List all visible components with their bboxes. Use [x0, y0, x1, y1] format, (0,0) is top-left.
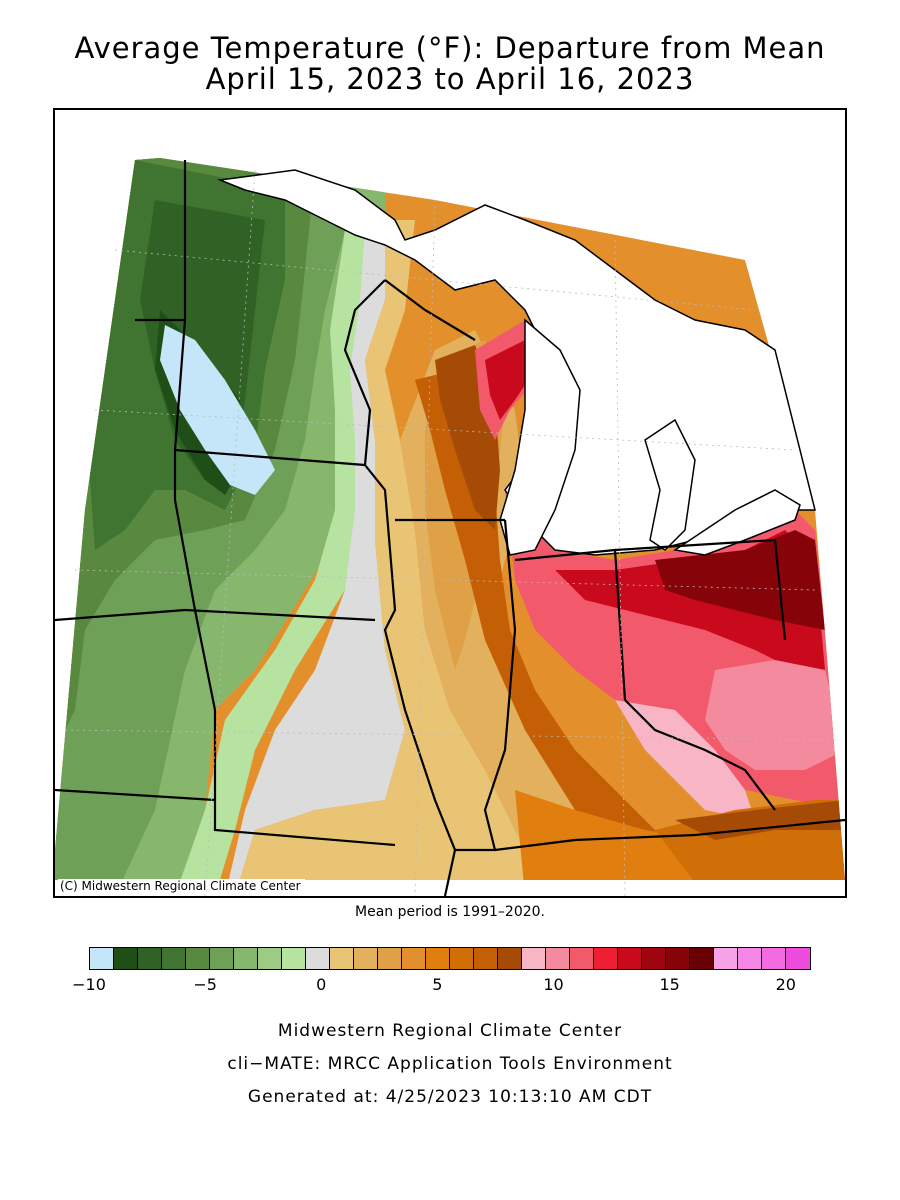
legend-swatch — [546, 948, 570, 969]
footer-organization: Midwestern Regional Climate Center — [277, 1021, 623, 1041]
shaded-departure-field — [55, 158, 845, 880]
temperature-departure-map — [55, 158, 845, 896]
legend-swatch — [354, 948, 378, 969]
legend-swatch — [522, 948, 546, 969]
legend-swatch — [234, 948, 258, 969]
legend-swatch — [738, 948, 762, 969]
great-lakes — [217, 169, 816, 556]
legend-color-bar — [89, 947, 811, 970]
legend-swatch — [330, 948, 354, 969]
legend-tick-label: 10 — [543, 975, 564, 994]
legend-swatch — [762, 948, 786, 969]
legend-swatch — [498, 948, 522, 969]
legend-tick-label: 0 — [316, 975, 327, 994]
legend-swatch — [618, 948, 642, 969]
legend-swatch — [450, 948, 474, 969]
footer-generated-time: Generated at: 4/25/2023 10:13:10 AM CDT — [247, 1087, 653, 1107]
mean-period-note: Mean period is 1991–2020. — [355, 904, 545, 920]
legend-swatch — [642, 948, 666, 969]
legend-swatch — [570, 948, 594, 969]
state-boundaries — [55, 160, 845, 896]
legend-swatch — [162, 948, 186, 969]
legend-swatch — [258, 948, 282, 969]
legend-swatch — [786, 948, 810, 969]
legend-swatch — [594, 948, 618, 969]
legend-swatch — [402, 948, 426, 969]
copyright-label: (C) Midwestern Regional Climate Center — [58, 879, 305, 894]
legend-tick-label: 5 — [432, 975, 443, 994]
legend-swatch — [690, 948, 714, 969]
legend-swatch — [306, 948, 330, 969]
legend-swatch — [666, 948, 690, 969]
legend-swatch — [474, 948, 498, 969]
legend-tick-label: −5 — [193, 975, 217, 994]
footer-application: cli−MATE: MRCC Application Tools Environ… — [227, 1054, 673, 1074]
map-title: Average Temperature (°F): Departure from… — [74, 31, 826, 65]
legend-swatch — [378, 948, 402, 969]
graticule — [64, 169, 836, 896]
color-legend: −10 −5 0 5 10 15 20 — [72, 947, 811, 994]
legend-tick-label: 20 — [775, 975, 796, 994]
legend-swatch — [714, 948, 738, 969]
legend-tick-label: −10 — [72, 975, 106, 994]
legend-swatch — [90, 948, 114, 969]
legend-swatch — [426, 948, 450, 969]
map-panel: (C) Midwestern Regional Climate Center — [53, 108, 847, 898]
legend-swatch — [282, 948, 306, 969]
legend-swatch — [114, 948, 138, 969]
map-date-range: April 15, 2023 to April 16, 2023 — [205, 62, 695, 96]
legend-swatch — [138, 948, 162, 969]
legend-swatch — [210, 948, 234, 969]
legend-tick-label: 15 — [659, 975, 680, 994]
legend-swatch — [186, 948, 210, 969]
